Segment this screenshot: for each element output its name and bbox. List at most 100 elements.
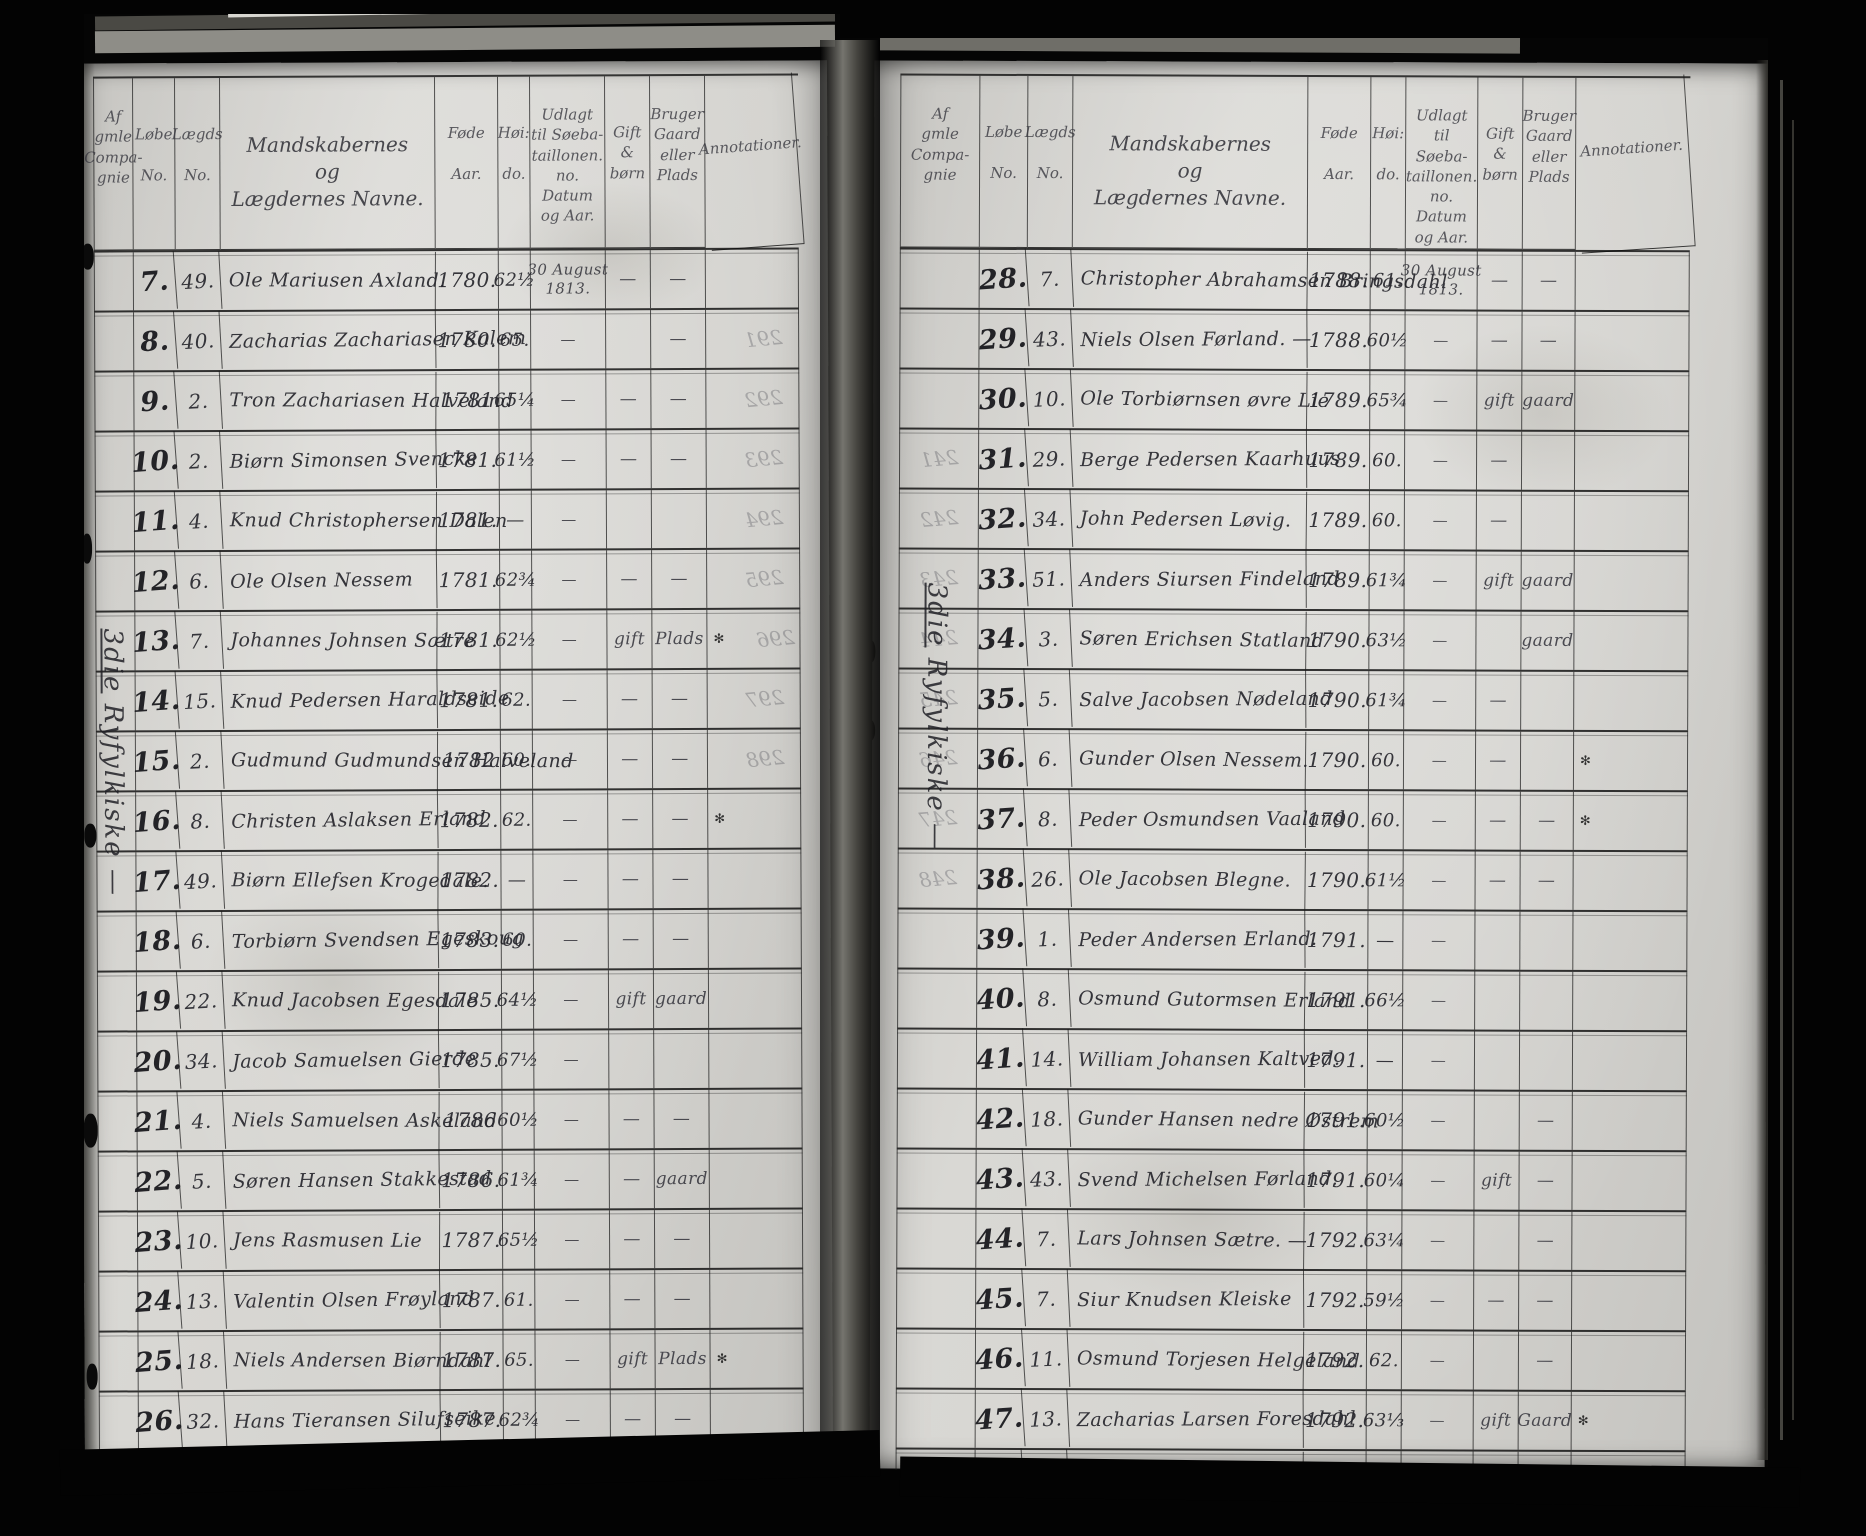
cell-gift bbox=[1475, 971, 1521, 1030]
bleedthrough-number: 293 bbox=[743, 444, 784, 473]
table-row: 244 34. 3. Søren Erichsen Statland 1790.… bbox=[898, 607, 1689, 671]
cell-annotation bbox=[1572, 1031, 1688, 1091]
bleedthrough-number: 296 bbox=[755, 624, 796, 653]
table-row: 43. 43. Svend Michelsen Førland. 1791. 6… bbox=[896, 1147, 1687, 1211]
cell-udlagt: — bbox=[1401, 1391, 1474, 1450]
cell-udlagt: — bbox=[1405, 311, 1478, 370]
cell-compagnie bbox=[94, 432, 135, 491]
cell-height: 65½ bbox=[498, 1210, 539, 1269]
margin-note-prefix: 3die bbox=[97, 628, 128, 694]
cell-annotation: 293 bbox=[706, 429, 800, 488]
cell-gift: — bbox=[605, 250, 652, 309]
table-row: 20. 34. Jacob Samuelsen Gierde 1785. 67½… bbox=[97, 1027, 803, 1092]
table-row: 29. 43. Niels Olsen Førland. — 1788. 60½… bbox=[899, 307, 1690, 371]
cell-laegd-no: 8. bbox=[1024, 788, 1073, 850]
cell-gift: gift bbox=[607, 610, 653, 669]
cell-bruger: — bbox=[1519, 1271, 1573, 1330]
cell-bruger: — bbox=[652, 549, 708, 609]
cell-lobe-no: 25. bbox=[134, 1330, 184, 1392]
cell-birth-year: 1791. bbox=[1304, 1090, 1368, 1150]
table-row: 28. 7. Christopher Abrahamsen Bringsdahl… bbox=[899, 247, 1690, 311]
cell-udlagt: — bbox=[534, 1210, 611, 1269]
header-fode-aar: Føde Aar. bbox=[1307, 76, 1372, 250]
udlagt-line1: — bbox=[1433, 331, 1449, 350]
cell-bruger: — bbox=[653, 789, 709, 849]
cell-gift bbox=[1474, 1211, 1520, 1270]
cell-bruger: — bbox=[652, 669, 708, 729]
cell-lobe-no: 10. bbox=[130, 430, 180, 492]
cell-height: 62. bbox=[500, 670, 533, 729]
cell-height: 60. bbox=[500, 730, 534, 789]
cell-lobe-no: 13. bbox=[131, 610, 181, 672]
cell-laegd-no: 13. bbox=[178, 1270, 227, 1332]
cell-bruger: — bbox=[1519, 1151, 1573, 1210]
cell-birth-year: 1782 bbox=[437, 730, 502, 790]
cell-compagnie bbox=[96, 972, 138, 1031]
binding-mark bbox=[84, 823, 97, 848]
udlagt-line1: — bbox=[1432, 571, 1448, 590]
cell-height: 62½ bbox=[495, 610, 537, 669]
table-row: 45. 7. Siur Knudsen Kleiske 1792. 59½ — … bbox=[896, 1267, 1687, 1331]
udlagt-line2: 1813. bbox=[1418, 280, 1464, 299]
cell-bruger bbox=[654, 1029, 710, 1089]
cell-birth-year: 1791. bbox=[1305, 970, 1369, 1030]
cell-bruger: — bbox=[1522, 251, 1576, 310]
cell-birth-year: 1781. bbox=[437, 550, 501, 610]
cell-gift: gift bbox=[1476, 551, 1522, 610]
annotation-mark: ✻ bbox=[716, 1351, 728, 1367]
table-row: 40. 8. Osmund Gutormsen Erland 1791. 66½… bbox=[897, 967, 1688, 1031]
cell-gift: — bbox=[1476, 431, 1523, 490]
udlagt-line1: — bbox=[560, 390, 577, 409]
cell-udlagt: — bbox=[1402, 1031, 1476, 1090]
cell-name: Berge Pedersen Kaarhuus bbox=[1071, 429, 1340, 490]
left-page: Af gmle Compa- gnie Løbe No. Lægds No. M… bbox=[78, 60, 834, 1512]
cell-annotation bbox=[1574, 611, 1689, 671]
cell-gift: — bbox=[1475, 731, 1522, 790]
cell-laegd-no: 8. bbox=[176, 790, 225, 852]
cell-annotation bbox=[1574, 431, 1690, 491]
cell-laegd-no: 32. bbox=[179, 1390, 228, 1452]
cell-lobe-no: 31. bbox=[977, 428, 1029, 490]
cell-udlagt: — bbox=[1402, 1091, 1475, 1150]
cell-compagnie bbox=[896, 1029, 978, 1088]
cell-bruger: — bbox=[654, 1089, 710, 1149]
cell-lobe-no: 35. bbox=[976, 668, 1029, 730]
cell-annotation bbox=[709, 1089, 803, 1148]
cell-lobe-no: 39. bbox=[975, 908, 1028, 970]
header-udlagt: Udlagt til Søeba- taillonen. no. Datum o… bbox=[529, 76, 606, 249]
cell-annotation bbox=[708, 969, 803, 1028]
margin-note-left: 3die Ryfylkiske — bbox=[97, 628, 128, 897]
cell-annotation bbox=[1572, 1091, 1687, 1151]
cell-annotation: ✻ bbox=[1573, 791, 1688, 851]
udlagt-line1: — bbox=[562, 810, 578, 829]
udlagt-line1: — bbox=[561, 690, 578, 709]
bleedthrough-number: 248 bbox=[917, 865, 958, 893]
cell-udlagt: — bbox=[1403, 911, 1476, 970]
header-fode-aar: Føde Aar. bbox=[434, 76, 499, 250]
cell-laegd-no: 10. bbox=[178, 1210, 227, 1272]
cell-lobe-no: 17. bbox=[132, 850, 182, 912]
cell-height: 61. bbox=[503, 1270, 536, 1329]
cell-name: Salve Jacobsen Nødeland bbox=[1071, 669, 1333, 730]
cell-bruger: — bbox=[653, 849, 709, 909]
cell-compagnie bbox=[94, 492, 136, 551]
cell-udlagt: — bbox=[535, 1330, 611, 1389]
cell-birth-year: 1781. bbox=[437, 670, 501, 730]
cell-laegd-no: 4. bbox=[177, 1090, 227, 1152]
cell-lobe-no: 42. bbox=[974, 1088, 1027, 1150]
cell-udlagt: — bbox=[531, 430, 607, 489]
cell-birth-year: 1787. bbox=[440, 1270, 504, 1330]
cell-compagnie bbox=[98, 1392, 139, 1451]
cell-height: 61½ bbox=[1365, 851, 1406, 910]
cell-compagnie bbox=[94, 312, 135, 371]
udlagt-line1: — bbox=[563, 990, 579, 1009]
cell-annotation bbox=[1572, 1271, 1687, 1331]
cell-udlagt: — bbox=[1404, 611, 1477, 670]
cell-gift bbox=[1476, 611, 1522, 670]
cell-name: Peder Andersen Erland. bbox=[1070, 909, 1317, 970]
cell-annotation bbox=[1572, 1151, 1687, 1211]
cell-name: Niels Andersen Biørndahl bbox=[225, 1331, 491, 1390]
cell-compagnie: 242 bbox=[898, 489, 979, 548]
cell-name: Ole Torbiørnsen øvre Lie bbox=[1071, 369, 1329, 430]
cell-gift: — bbox=[606, 430, 652, 489]
